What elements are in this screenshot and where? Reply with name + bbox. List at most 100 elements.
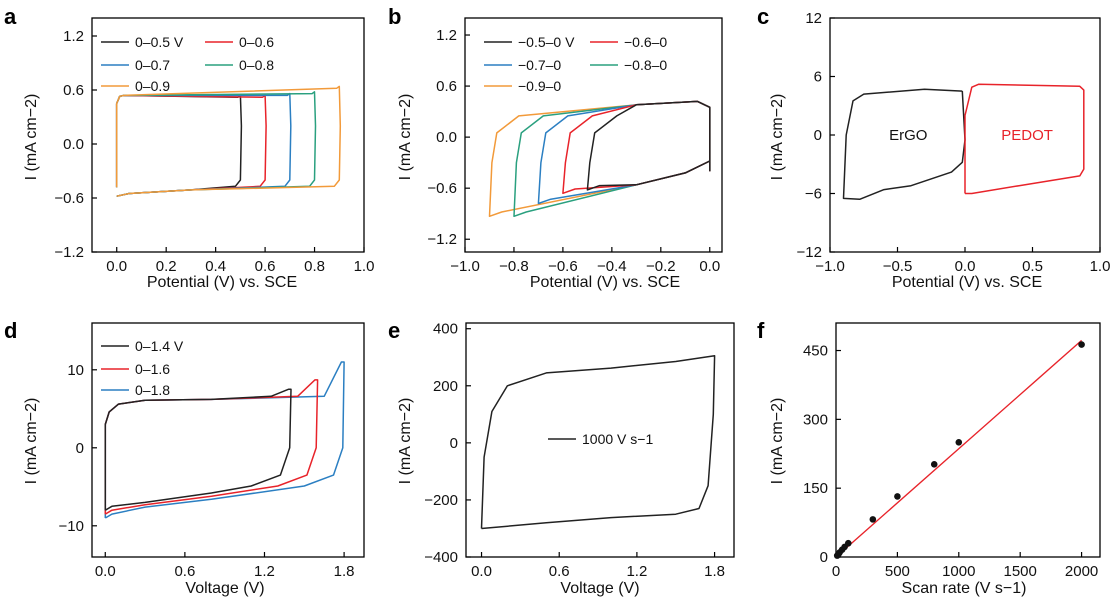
panel-c-ytick-label: 6 xyxy=(814,69,822,86)
series-b-3 xyxy=(513,100,711,218)
panel-a-ytick-label: 0.0 xyxy=(63,136,84,153)
panel-e-xtick-label: 0.6 xyxy=(549,563,570,580)
panel-label-f: f xyxy=(757,318,765,343)
panel-d-xtick-label: 1.2 xyxy=(254,563,275,580)
data-point-f-8 xyxy=(930,461,938,468)
panel-c-ylabel: I (mA cm−2) xyxy=(769,94,786,181)
panel-label-a: a xyxy=(4,4,17,29)
panel-e-ytick-label: 200 xyxy=(433,378,458,395)
panel-f-xtick-label: 500 xyxy=(885,563,910,580)
legend-a-2-label: 0–0.7 xyxy=(135,57,170,73)
panel-a-xtick-label: 0.6 xyxy=(255,258,276,275)
panel-a-xtick-label: 0.4 xyxy=(205,258,226,275)
panel-c-ytick-label: 12 xyxy=(805,10,822,27)
data-point-f-6 xyxy=(869,516,877,523)
data-point-f-10 xyxy=(1078,341,1085,348)
series-a-4 xyxy=(115,85,342,197)
panel-e-ytick-label: −400 xyxy=(424,549,458,566)
panel-a-xtick-label: 0.0 xyxy=(106,258,127,275)
panel-c-ytick-label: −6 xyxy=(805,186,822,203)
panel-f-ytick-label: 0 xyxy=(820,549,828,566)
panel-b-xtick-label: −0.8 xyxy=(499,258,529,275)
data-point-f-7 xyxy=(894,493,901,500)
series-c-ergo xyxy=(842,88,966,201)
panel-f-ylabel: I (mA cm−2) xyxy=(769,398,786,485)
panel-label-b: b xyxy=(388,4,401,29)
annotation-ergo: ErGO xyxy=(889,127,927,144)
panel-d-frame xyxy=(91,322,365,558)
panel-a-xlabel: Potential (V) vs. SCE xyxy=(147,274,297,291)
panel-e-ytick-label: 0 xyxy=(450,435,458,452)
legend-b-1-label: −0.6–0 xyxy=(624,34,667,50)
panel-b-frame xyxy=(464,17,723,253)
fit-line-f xyxy=(835,339,1083,558)
legend-a-4-label: 0–0.9 xyxy=(135,78,170,94)
panel-f-xtick-label: 1500 xyxy=(1003,563,1036,580)
panel-c-ytick-label: −12 xyxy=(797,244,822,261)
plots-layer: 0.0 0.2 0.4 0.6 0.8 1.0 −1.2 −0.6 0.0 0.6 1.2 0–0.5… xyxy=(54,10,1110,580)
panel-b-xtick-label: −0.2 xyxy=(646,258,676,275)
panel-f-xtick-label: 1000 xyxy=(942,563,975,580)
legend-a-1-label: 0–0.6 xyxy=(239,34,274,50)
panel-f-xtick-label: 0 xyxy=(832,563,840,580)
panel-e-xtick-label: 1.8 xyxy=(704,563,725,580)
panel-b-ytick-label: −1.2 xyxy=(427,231,457,248)
panel-b-xtick-label: −1.0 xyxy=(450,258,480,275)
panel-f-frame xyxy=(835,322,1101,558)
panel-b-xtick-label: −0.6 xyxy=(548,258,578,275)
series-b-0 xyxy=(586,100,711,191)
panel-e-xtick-label: 0.0 xyxy=(471,563,492,580)
panel-b-xtick-label: −0.4 xyxy=(597,258,627,275)
panel-e-ytick-label: 400 xyxy=(433,321,458,338)
panel-d-xtick-label: 1.8 xyxy=(334,563,355,580)
panel-f-xlabel: Scan rate (V s−1) xyxy=(902,580,1027,597)
panel-label-d: d xyxy=(4,318,17,343)
legend-e-0-label: 1000 V s−1 xyxy=(582,431,653,447)
panel-a-ytick-label: −0.6 xyxy=(54,190,84,207)
panel-d-ylabel: I (mA cm−2) xyxy=(23,398,40,485)
panel-a-xtick-label: 0.2 xyxy=(156,258,177,275)
panel-d-xtick-label: 0.0 xyxy=(95,563,116,580)
panel-f-ytick-label: 300 xyxy=(803,411,828,428)
panel-e-ylabel: I (mA cm−2) xyxy=(397,398,414,485)
panel-a-ylabel: I (mA cm−2) xyxy=(23,94,40,181)
data-point-f-5 xyxy=(844,539,852,547)
legend-b-2-label: −0.7–0 xyxy=(518,57,561,73)
series-e-0 xyxy=(480,355,716,530)
panel-c-xtick-label: 0.0 xyxy=(955,258,976,275)
panel-label-e: e xyxy=(388,318,400,343)
panel-b-ytick-label: −0.6 xyxy=(427,180,457,197)
panel-b-ylabel: I (mA cm−2) xyxy=(397,94,414,181)
panel-d-xlabel: Voltage (V) xyxy=(185,580,264,597)
panel-a-ytick-label: −1.2 xyxy=(54,244,84,261)
panel-f-ytick-label: 150 xyxy=(803,480,828,497)
panel-a-frame xyxy=(91,17,365,253)
legend-d-1-label: 0–1.6 xyxy=(135,361,170,377)
panel-b-ytick-label: 1.2 xyxy=(436,27,457,44)
panel-f-ytick-label: 450 xyxy=(803,343,828,360)
panel-a-ytick-label: 0.6 xyxy=(63,82,84,99)
panel-e-xtick-label: 1.2 xyxy=(626,563,647,580)
panel-a-xtick-label: 1.0 xyxy=(354,258,375,275)
panel-c-xtick-label: −0.5 xyxy=(883,258,913,275)
panel-c-xtick-label: 1.0 xyxy=(1090,258,1111,275)
panel-f-xtick-label: 2000 xyxy=(1065,563,1098,580)
panel-b-xlabel: Potential (V) vs. SCE xyxy=(530,274,680,291)
legend-a-0-label: 0–0.5 V xyxy=(135,34,184,50)
panel-b-ytick-label: 0.6 xyxy=(436,78,457,95)
panel-c-xlabel: Potential (V) vs. SCE xyxy=(892,274,1042,291)
panel-e-ytick-label: −200 xyxy=(424,492,458,509)
panel-label-c: c xyxy=(757,4,769,29)
legend-b-3-label: −0.8–0 xyxy=(624,57,667,73)
panel-b-ytick-label: 0.0 xyxy=(436,129,457,146)
panel-d-ytick-label: 0 xyxy=(76,440,84,457)
series-c-pedot xyxy=(964,83,1085,195)
panel-e-frame xyxy=(465,322,735,558)
panel-c-xtick-label: −1.0 xyxy=(815,258,845,275)
panel-d-ytick-label: −10 xyxy=(59,518,84,535)
annotation-pedot: PEDOT xyxy=(1001,127,1053,144)
legend-a-3-label: 0–0.8 xyxy=(239,57,274,73)
series-a-1 xyxy=(115,94,267,197)
panel-d-xtick-label: 0.6 xyxy=(174,563,195,580)
